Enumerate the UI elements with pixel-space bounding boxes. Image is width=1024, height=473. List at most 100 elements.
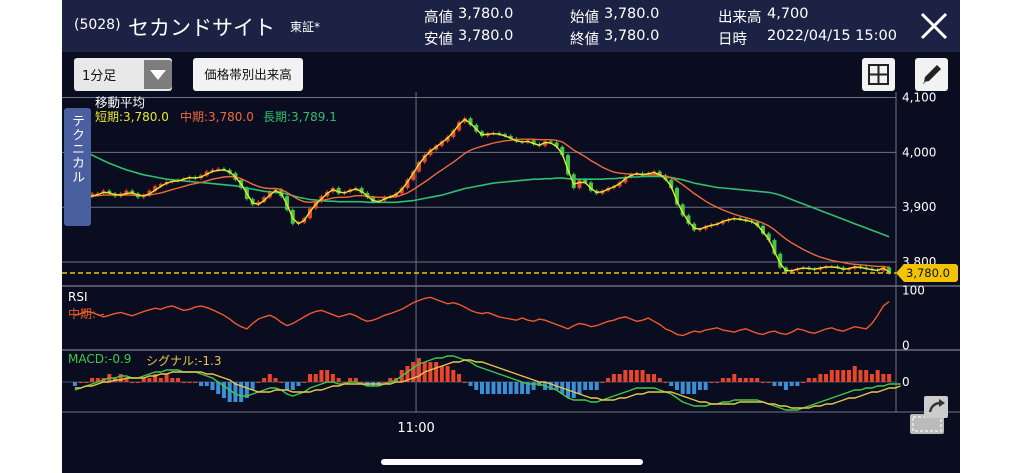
home-indicator: [381, 459, 643, 465]
macd-histogram-bar: [78, 382, 83, 383]
open-value: 3,780.0: [604, 6, 660, 22]
candle: [256, 201, 261, 205]
macd-histogram-bar: [256, 382, 261, 383]
grid-icon: [868, 64, 889, 85]
macd-histogram-bar: [588, 382, 593, 390]
share-icon[interactable]: [908, 394, 950, 436]
short-ma-line: [74, 118, 890, 273]
candle: [405, 179, 410, 188]
candle: [755, 222, 760, 226]
macd-histogram-bar: [164, 374, 169, 382]
macd-histogram-bar: [692, 382, 697, 394]
macd-histogram-bar: [244, 382, 249, 398]
macd-histogram-bar: [600, 382, 605, 383]
candle: [210, 169, 215, 172]
legend-rsi: 中期:--: [68, 307, 105, 321]
volume-label: 出来高: [718, 10, 762, 26]
high-value: 3,780.0: [458, 6, 514, 22]
macd-histogram-bar: [715, 382, 720, 383]
macd-histogram-bar: [72, 382, 77, 386]
candle: [669, 179, 674, 188]
interval-value: 1分足: [82, 69, 117, 84]
macd-histogram-bar: [153, 374, 158, 382]
macd-histogram-bar: [135, 382, 140, 383]
macd-histogram-bar: [640, 370, 645, 382]
high-label: 高値: [424, 10, 453, 26]
legend-macd: MACD:-0.9: [68, 352, 132, 366]
macd-histogram-bar: [887, 374, 892, 382]
macd-histogram-bar: [411, 362, 416, 382]
candle: [703, 226, 708, 230]
candle: [336, 188, 341, 194]
volume-profile-button[interactable]: 価格帯別出来高: [193, 58, 303, 91]
macd-histogram-bar: [583, 382, 588, 390]
candle: [508, 135, 513, 139]
draw-button[interactable]: [915, 58, 948, 91]
last-price-label: 3,780.0: [906, 266, 950, 280]
candle: [686, 215, 691, 224]
macd-histogram-bar: [428, 362, 433, 382]
technical-tab-label: テクニカル: [69, 114, 84, 184]
legend-mid-ma: 中期:3,780.0: [180, 110, 254, 124]
macd-histogram-bar: [296, 382, 301, 386]
macd-histogram-bar: [325, 370, 330, 382]
macd-histogram-bar: [514, 382, 519, 394]
chevron-down-icon: [144, 60, 172, 89]
candle: [881, 267, 886, 271]
macd-histogram-bar: [749, 378, 754, 382]
macd-histogram-bar: [760, 382, 765, 383]
macd-histogram-bar: [829, 370, 834, 382]
macd-histogram-bar: [468, 382, 473, 386]
datetime-label: 日時: [718, 32, 747, 48]
macd-histogram-bar: [703, 382, 708, 390]
macd-histogram-bar: [405, 366, 410, 382]
volume-value: 4,700: [767, 6, 809, 22]
macd-histogram-bar: [170, 378, 175, 382]
candle: [887, 267, 892, 274]
candle: [158, 184, 163, 187]
macd-histogram-bar: [141, 378, 146, 382]
y-tick-label: 4,000: [902, 145, 936, 159]
interval-select[interactable]: 1分足: [74, 58, 172, 91]
layout-grid-button[interactable]: [862, 58, 895, 91]
close-value: 3,780.0: [604, 28, 660, 44]
candle: [560, 146, 565, 156]
macd-histogram-bar: [359, 382, 364, 383]
candle: [583, 179, 588, 183]
candle: [107, 190, 112, 194]
macd-histogram-bar: [697, 382, 702, 390]
macd-histogram-bar: [221, 382, 226, 398]
candle: [359, 188, 364, 193]
candle: [204, 171, 209, 176]
macd-histogram-bar: [611, 374, 616, 382]
candle: [411, 171, 416, 180]
candle: [422, 155, 427, 163]
macd-histogram-bar: [674, 382, 679, 390]
candle: [147, 190, 152, 196]
technical-tab[interactable]: テクニカル: [64, 108, 91, 226]
macd-histogram-bar: [313, 374, 318, 382]
rsi-title: RSI: [68, 290, 88, 304]
macd-histogram-bar: [462, 382, 467, 383]
chart-area[interactable]: 11:0013:0014:004,1004,0003,9003,80010000…: [62, 0, 960, 473]
macd-histogram-bar: [738, 378, 743, 382]
candle: [766, 233, 771, 241]
pencil-icon: [923, 65, 941, 84]
macd-histogram-bar: [629, 370, 634, 382]
candle: [365, 192, 370, 198]
candle: [153, 186, 158, 191]
macd-histogram-bar: [789, 382, 794, 386]
macd-histogram-bar: [772, 382, 777, 386]
candle: [468, 118, 473, 125]
macd-histogram-bar: [732, 374, 737, 382]
macd-histogram-bar: [130, 382, 135, 383]
macd-histogram-bar: [858, 370, 863, 382]
macd-histogram-bar: [434, 362, 439, 382]
close-icon[interactable]: [914, 8, 954, 44]
macd-histogram-bar: [95, 378, 100, 382]
macd-histogram-bar: [348, 378, 353, 382]
macd-histogram-bar: [755, 378, 760, 382]
macd-histogram-bar: [204, 382, 209, 386]
mid-ma-line: [74, 138, 890, 269]
candle: [428, 149, 433, 156]
